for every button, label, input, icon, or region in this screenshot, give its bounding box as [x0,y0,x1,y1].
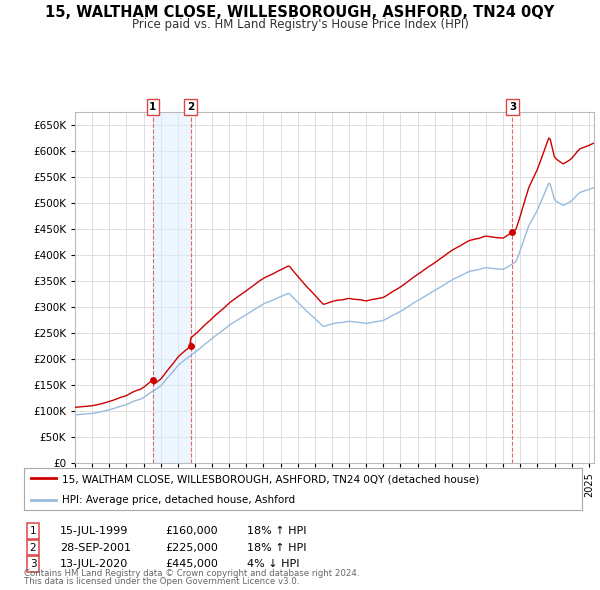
Text: 15, WALTHAM CLOSE, WILLESBOROUGH, ASHFORD, TN24 0QY: 15, WALTHAM CLOSE, WILLESBOROUGH, ASHFOR… [46,5,554,19]
Text: 18% ↑ HPI: 18% ↑ HPI [240,543,307,552]
Text: HPI: Average price, detached house, Ashford: HPI: Average price, detached house, Ashf… [62,495,295,504]
Text: 15, WALTHAM CLOSE, WILLESBOROUGH, ASHFORD, TN24 0QY (detached house): 15, WALTHAM CLOSE, WILLESBOROUGH, ASHFOR… [62,474,479,484]
Text: £445,000: £445,000 [165,559,218,569]
Text: 4% ↓ HPI: 4% ↓ HPI [240,559,299,569]
Text: 1: 1 [149,102,157,112]
Text: Contains HM Land Registry data © Crown copyright and database right 2024.: Contains HM Land Registry data © Crown c… [24,569,359,578]
Text: £160,000: £160,000 [165,526,218,536]
Text: 2: 2 [187,102,194,112]
Text: £225,000: £225,000 [165,543,218,552]
Text: 18% ↑ HPI: 18% ↑ HPI [240,526,307,536]
Text: Price paid vs. HM Land Registry's House Price Index (HPI): Price paid vs. HM Land Registry's House … [131,18,469,31]
Text: 3: 3 [509,102,516,112]
Text: 13-JUL-2020: 13-JUL-2020 [60,559,128,569]
Text: 2: 2 [29,543,37,552]
Text: 15-JUL-1999: 15-JUL-1999 [60,526,128,536]
Text: 28-SEP-2001: 28-SEP-2001 [60,543,131,552]
Text: This data is licensed under the Open Government Licence v3.0.: This data is licensed under the Open Gov… [24,578,299,586]
Bar [153,112,191,463]
Text: 3: 3 [29,559,37,569]
Text: 1: 1 [29,526,37,536]
